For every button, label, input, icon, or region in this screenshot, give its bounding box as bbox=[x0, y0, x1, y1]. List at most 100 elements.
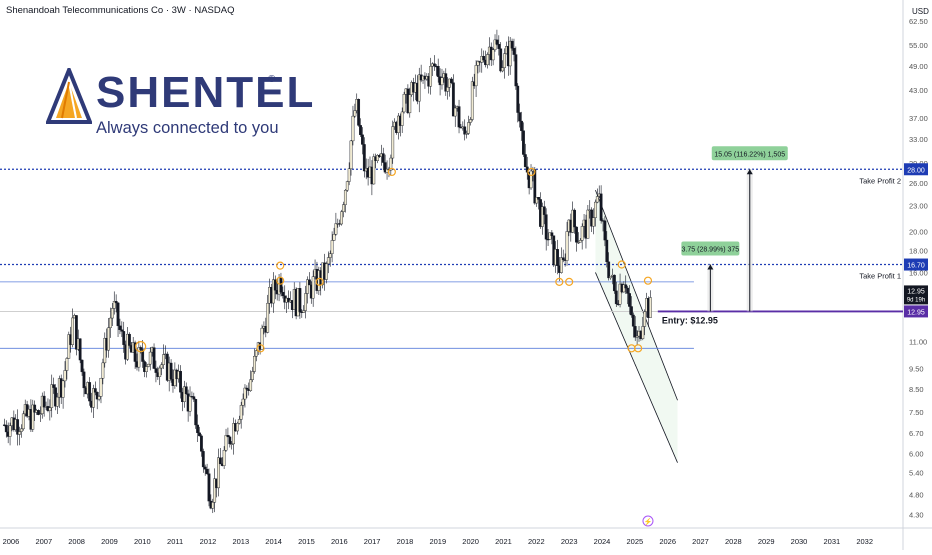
candle-body bbox=[18, 431, 21, 435]
y-tick-label: 6.00 bbox=[909, 449, 924, 458]
candle-body bbox=[128, 333, 131, 346]
x-tick-label: 2013 bbox=[232, 537, 249, 546]
candle-body bbox=[287, 297, 290, 303]
entry-label: Entry: $12.95 bbox=[662, 315, 718, 325]
candle-body bbox=[603, 220, 607, 241]
candle-body bbox=[254, 350, 258, 357]
y-tick-label: 4.30 bbox=[909, 511, 924, 520]
candle-body bbox=[80, 359, 84, 373]
logo-registered: ® bbox=[268, 74, 276, 85]
candle-body bbox=[453, 107, 457, 117]
candle-body bbox=[544, 214, 548, 240]
candle-body bbox=[491, 49, 495, 61]
target-label-box bbox=[711, 146, 788, 161]
y-tick-label: 5.40 bbox=[909, 469, 924, 478]
candle-body bbox=[273, 279, 277, 291]
candle-body bbox=[112, 301, 116, 309]
candle-body bbox=[448, 78, 451, 88]
candle-body bbox=[349, 140, 353, 170]
candle-body bbox=[622, 284, 626, 293]
candle-body bbox=[357, 99, 361, 126]
x-tick-label: 2012 bbox=[200, 537, 217, 546]
candle-body bbox=[482, 56, 486, 61]
candle-body bbox=[446, 87, 450, 92]
candle-body bbox=[52, 384, 56, 388]
candle-body bbox=[328, 253, 332, 258]
candle-body bbox=[184, 386, 188, 395]
candle-body bbox=[334, 223, 338, 235]
shentel-logo: SHENTEL ® Always connected to you bbox=[46, 62, 313, 142]
candle-body bbox=[624, 284, 628, 289]
candle-body bbox=[326, 257, 330, 265]
candle-body bbox=[20, 428, 23, 432]
candle-body bbox=[522, 130, 525, 155]
candle-body bbox=[141, 349, 145, 362]
candle-body bbox=[595, 196, 599, 203]
candle-body bbox=[239, 405, 243, 420]
marker-circle bbox=[315, 277, 324, 286]
candle-body bbox=[82, 371, 86, 389]
x-tick-label: 2009 bbox=[101, 537, 118, 546]
candle-body bbox=[618, 283, 622, 305]
candle-body bbox=[217, 457, 220, 489]
candle-body bbox=[93, 388, 97, 393]
candle-body bbox=[633, 326, 637, 338]
candle-body bbox=[253, 355, 256, 372]
candle-body bbox=[16, 419, 20, 435]
y-tick-label: 33.00 bbox=[909, 135, 928, 144]
price-axis-badge bbox=[904, 258, 928, 271]
candle-body bbox=[126, 333, 129, 360]
currency-label: USD bbox=[912, 7, 929, 16]
candle-body bbox=[332, 234, 336, 241]
candle-body bbox=[630, 306, 633, 316]
candle-body bbox=[599, 193, 603, 221]
candle-body bbox=[508, 40, 512, 67]
marker-circle bbox=[617, 260, 626, 269]
x-tick-label: 2016 bbox=[331, 537, 348, 546]
y-tick-label: 43.00 bbox=[909, 86, 928, 95]
logo-wordmark: SHENTEL bbox=[96, 68, 316, 117]
candle-body bbox=[196, 424, 200, 434]
y-tick-label: 7.50 bbox=[909, 408, 924, 417]
candle-body bbox=[245, 387, 249, 390]
current-price-text: 12.95 bbox=[907, 288, 925, 295]
candle-body bbox=[137, 347, 141, 368]
candle-body bbox=[537, 197, 541, 200]
candle-body bbox=[372, 156, 376, 185]
candle-body bbox=[463, 126, 467, 135]
candle-body bbox=[501, 67, 505, 72]
candle-body bbox=[50, 384, 54, 408]
x-tick-label: 2020 bbox=[462, 537, 479, 546]
candle-body bbox=[467, 122, 470, 134]
candle-body bbox=[194, 399, 198, 426]
candle-body bbox=[451, 82, 455, 117]
candle-body bbox=[575, 226, 578, 243]
candle-body bbox=[56, 396, 59, 407]
y-tick-label: 20.00 bbox=[909, 227, 928, 236]
candle-body bbox=[362, 144, 366, 172]
candle-body bbox=[74, 315, 78, 350]
take-profit-label: Take Profit 2 bbox=[859, 176, 901, 185]
candle-body bbox=[440, 77, 444, 86]
marker-circle bbox=[565, 277, 574, 286]
candle-body bbox=[626, 287, 630, 294]
candle-body bbox=[88, 382, 92, 402]
candle-body bbox=[402, 94, 406, 113]
candle-body bbox=[298, 288, 302, 313]
marker-circle bbox=[527, 167, 536, 177]
candle-body bbox=[503, 53, 506, 68]
candle-body bbox=[203, 466, 207, 470]
x-tick-label: 2008 bbox=[68, 537, 85, 546]
price-axis-badge bbox=[904, 163, 928, 176]
candle-body bbox=[243, 387, 247, 400]
candle-body bbox=[103, 337, 107, 364]
price-axis-badge-label: 28.00 bbox=[907, 167, 925, 174]
x-tick-label: 2023 bbox=[561, 537, 578, 546]
candle-body bbox=[213, 478, 217, 503]
candle-body bbox=[48, 407, 52, 411]
candle-body bbox=[211, 502, 215, 509]
marker-circle bbox=[276, 276, 285, 285]
x-tick-label: 2031 bbox=[824, 537, 841, 546]
